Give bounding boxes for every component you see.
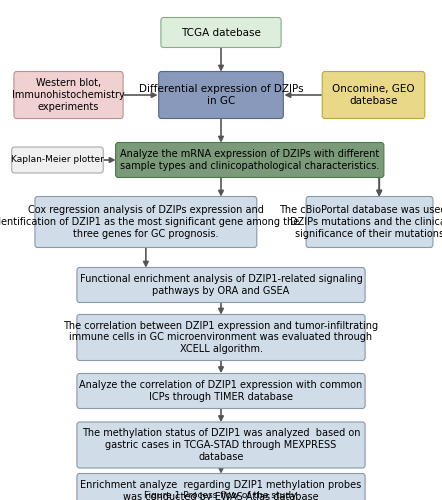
Text: Kaplan-Meier plotter: Kaplan-Meier plotter <box>11 156 104 164</box>
Text: Western blot,
Immunohistochemistry
experiments: Western blot, Immunohistochemistry exper… <box>12 78 125 112</box>
FancyBboxPatch shape <box>77 374 365 408</box>
FancyBboxPatch shape <box>306 196 433 248</box>
FancyBboxPatch shape <box>77 268 365 302</box>
FancyBboxPatch shape <box>12 147 103 173</box>
Text: Analyze the mRNA expression of DZIPs with different
sample types and clinicopath: Analyze the mRNA expression of DZIPs wit… <box>120 149 379 171</box>
FancyBboxPatch shape <box>77 314 365 360</box>
FancyBboxPatch shape <box>161 18 281 48</box>
FancyBboxPatch shape <box>159 72 283 118</box>
Text: The methylation status of DZIP1 was analyzed  based on
gastric cases in TCGA-STA: The methylation status of DZIP1 was anal… <box>82 428 360 462</box>
Text: Functional enrichment analysis of DZIP1-related signaling
pathways by ORA and GS: Functional enrichment analysis of DZIP1-… <box>80 274 362 296</box>
FancyBboxPatch shape <box>77 422 365 468</box>
FancyBboxPatch shape <box>14 72 123 118</box>
Text: Figure 1 Process flow of the study.: Figure 1 Process flow of the study. <box>144 491 298 500</box>
Text: The correlation between DZIP1 expression and tumor-infiltrating
immune cells in : The correlation between DZIP1 expression… <box>64 321 378 354</box>
Text: Differential expression of DZIPs
in GC: Differential expression of DZIPs in GC <box>139 84 303 106</box>
FancyBboxPatch shape <box>116 142 384 178</box>
FancyBboxPatch shape <box>322 72 425 118</box>
Text: Oncomine, GEO
datebase: Oncomine, GEO datebase <box>332 84 415 106</box>
Text: The cBioPortal database was used to
DZIPs mutations and the clinical
significanc: The cBioPortal database was used to DZIP… <box>279 206 442 238</box>
FancyBboxPatch shape <box>35 196 257 248</box>
Text: Cox regression analysis of DZIPs expression and
Identification of DZIP1 as the m: Cox regression analysis of DZIPs express… <box>0 206 300 238</box>
FancyBboxPatch shape <box>77 474 365 500</box>
Text: Analyze the correlation of DZIP1 expression with common
ICPs through TIMER datab: Analyze the correlation of DZIP1 express… <box>80 380 362 402</box>
Text: TCGA datebase: TCGA datebase <box>181 28 261 38</box>
Text: Enrichment analyze  regarding DZIP1 methylation probes
was conducted by EWAS Atl: Enrichment analyze regarding DZIP1 methy… <box>80 480 362 500</box>
